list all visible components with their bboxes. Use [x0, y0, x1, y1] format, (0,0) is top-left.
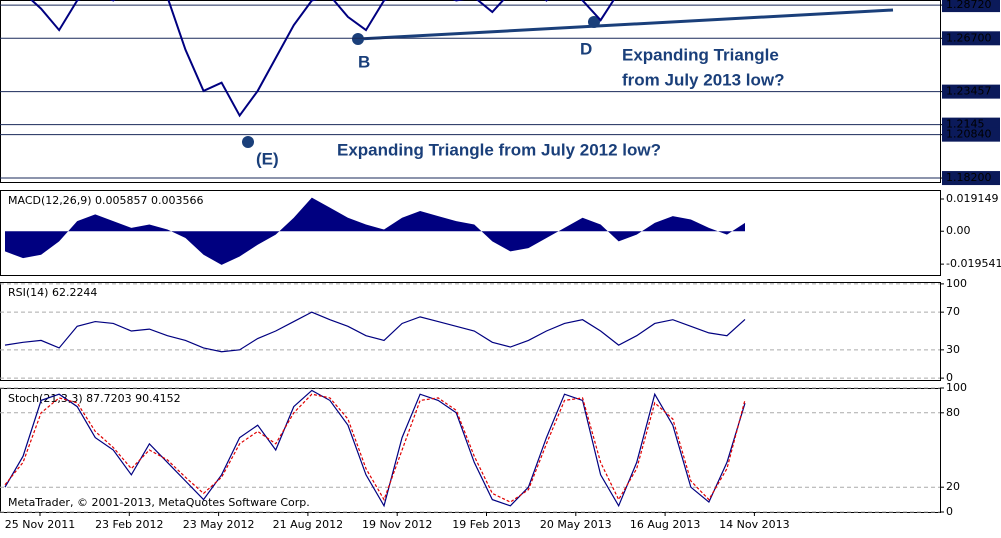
trend-line [357, 8, 894, 41]
series-line [4, 311, 746, 353]
tick-box [942, 127, 1000, 142]
y-tick-label: 100 [946, 381, 967, 394]
x-tick-label: 20 May 2013 [540, 518, 612, 531]
tick-box [942, 171, 1000, 186]
x-tick-label: 14 Nov 2013 [719, 518, 789, 531]
point-e [242, 136, 254, 148]
x-tick-label: 16 Aug 2013 [630, 518, 700, 531]
x-tick-label: 21 Aug 2012 [273, 518, 343, 531]
x-tick-label: 23 Feb 2012 [95, 518, 163, 531]
point-d [588, 16, 600, 28]
y-tick-label: 100 [946, 277, 967, 290]
x-tick-label: 23 May 2012 [183, 518, 255, 531]
y-tick-label: 30 [946, 343, 960, 356]
y-tick-label: 1.23457 [946, 85, 992, 98]
panel-title: RSI(14) 62.2244 [8, 286, 97, 299]
y-tick-label: 80 [946, 406, 960, 419]
series-line [4, 389, 746, 508]
x-tick-label: 19 Feb 2013 [452, 518, 520, 531]
series-line [30, 0, 615, 118]
y-tick-label: 1.2145 [946, 118, 985, 131]
annotation: Expanding Triangle from July 2012 low? [337, 140, 661, 159]
y-tick-label: 0 [946, 505, 953, 518]
y-tick-label: 1.18200 [946, 171, 992, 184]
tick-box [942, 0, 1000, 13]
y-tick-label: 0 [946, 371, 953, 384]
annotation: from July 2013 low? [622, 70, 785, 89]
annotation: D [580, 39, 592, 58]
tick-box [942, 84, 1000, 99]
y-tick-label: 1.28720 [946, 0, 992, 11]
point-b [352, 33, 364, 45]
x-tick-label: 25 Nov 2011 [5, 518, 75, 531]
y-tick-label: 0.00 [946, 224, 971, 237]
annotation: (E) [256, 149, 279, 168]
x-tick-label: 19 Nov 2012 [362, 518, 432, 531]
panel-title: Stoch(21,3,3) 87.7203 90.4152 [8, 392, 181, 405]
panel-border [0, 190, 941, 276]
watermark: MetaTrader, © 2001-2013, MetaQuotes Soft… [8, 496, 310, 509]
y-tick-label: 1.26700 [946, 31, 992, 44]
annotation: B [358, 52, 370, 71]
annotation: Expanding Triangle [622, 45, 779, 64]
panel-border [0, 282, 941, 381]
y-tick-label: -0.019541 [946, 257, 1001, 270]
y-tick-label: 70 [946, 305, 960, 318]
y-tick-label: 1.20840 [946, 128, 992, 141]
y-tick-label: 20 [946, 480, 960, 493]
y-tick-label: 0.019149 [946, 192, 999, 205]
panel-title: MACD(12,26,9) 0.005857 0.003566 [8, 194, 204, 207]
tick-box [942, 31, 1000, 46]
